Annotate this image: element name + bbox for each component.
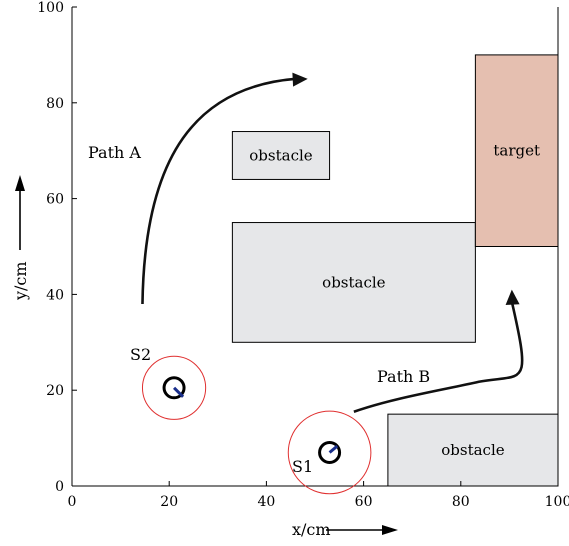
sensor-body-circle-1 — [318, 440, 342, 464]
x-tick-label-4: 80 — [452, 494, 470, 510]
region-label-1: obstacle — [322, 273, 385, 291]
region-label-3: target — [493, 142, 540, 160]
y-tick-label-3: 60 — [46, 192, 64, 208]
sensor-range-circle-0 — [141, 355, 207, 420]
path-a-arrow-head — [292, 72, 308, 87]
regions-layer: obstacle obstacle obstacle target — [231, 54, 559, 487]
x-tick-label-0: 0 — [68, 494, 77, 510]
sensors-layer — [141, 355, 372, 495]
path-a-label: Path A — [88, 143, 141, 162]
obstacle-region-1 — [231, 222, 476, 343]
x-axis-label: x/cm — [292, 520, 331, 539]
y-axis-label: y/cm — [11, 261, 30, 301]
x-tick-label-2: 40 — [257, 494, 275, 510]
x-tick-label-3: 60 — [355, 494, 373, 510]
sensor-range-circle-1 — [287, 410, 372, 495]
paths-layer — [141, 72, 524, 413]
sensor-label-1: S1 — [292, 457, 313, 476]
y-tick-label-0: 0 — [55, 479, 64, 495]
x-tick-label-5: 100 — [545, 494, 569, 510]
tick-marks — [71, 6, 559, 487]
region-label-0: obstacle — [249, 146, 312, 164]
path-b-line — [353, 301, 524, 413]
y-axis-arrow-head — [15, 175, 25, 191]
plot-frame — [71, 7, 559, 487]
labels-layer: 0 20 40 60 80 100 0 20 40 60 80 100 x/cm y/cm Path A Pa… — [11, 0, 569, 539]
obstacle-region-2 — [387, 413, 559, 487]
path-a-line — [141, 77, 296, 304]
x-tick-label-1: 20 — [160, 494, 178, 510]
path-b-arrow-head — [505, 289, 520, 305]
y-tick-label-4: 80 — [46, 96, 64, 112]
y-tick-label-5: 100 — [37, 0, 64, 16]
path-b-label: Path B — [377, 367, 430, 386]
y-tick-label-2: 40 — [46, 287, 64, 303]
sensor-label-0: S2 — [130, 345, 151, 364]
sensor-heading-0 — [172, 386, 185, 398]
target-region-3 — [474, 54, 559, 248]
x-axis-arrow-head — [382, 525, 398, 535]
obstacle-region-0 — [231, 131, 331, 180]
y-tick-label-1: 20 — [46, 383, 64, 399]
sensor-heading-1 — [328, 444, 339, 454]
region-label-2: obstacle — [441, 441, 504, 459]
sensor-body-circle-0 — [162, 376, 186, 400]
